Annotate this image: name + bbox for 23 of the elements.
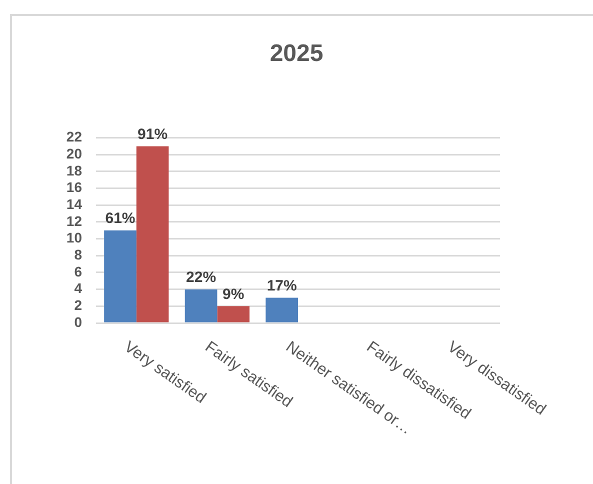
annotation: 22% [186, 268, 216, 286]
y-tick-label: 0 [74, 314, 82, 330]
bar [184, 289, 218, 322]
bar [266, 298, 298, 322]
annotation: 91% [138, 126, 168, 143]
annotation: 61% [105, 210, 136, 228]
y-tick-label: 8 [74, 246, 82, 263]
y-tick-label: 4 [74, 280, 82, 296]
annotation: 9% [222, 286, 244, 303]
y-tick-label: 16 [66, 179, 82, 196]
annotation: 17% [266, 277, 297, 294]
bar [136, 146, 169, 322]
y-tick-label: 6 [74, 263, 82, 280]
y-tick-label: 18 [66, 162, 82, 178]
bar [104, 230, 136, 322]
bar [217, 306, 250, 322]
y-tick-label: 14 [66, 196, 82, 212]
y-tick-label: 22 [66, 128, 82, 145]
y-tick-label: 2 [74, 297, 82, 314]
y-tick-label: 20 [66, 145, 82, 162]
y-tick-label: 12 [66, 212, 82, 229]
chart-title: 2025 [270, 40, 324, 68]
y-tick-label: 10 [66, 230, 82, 246]
